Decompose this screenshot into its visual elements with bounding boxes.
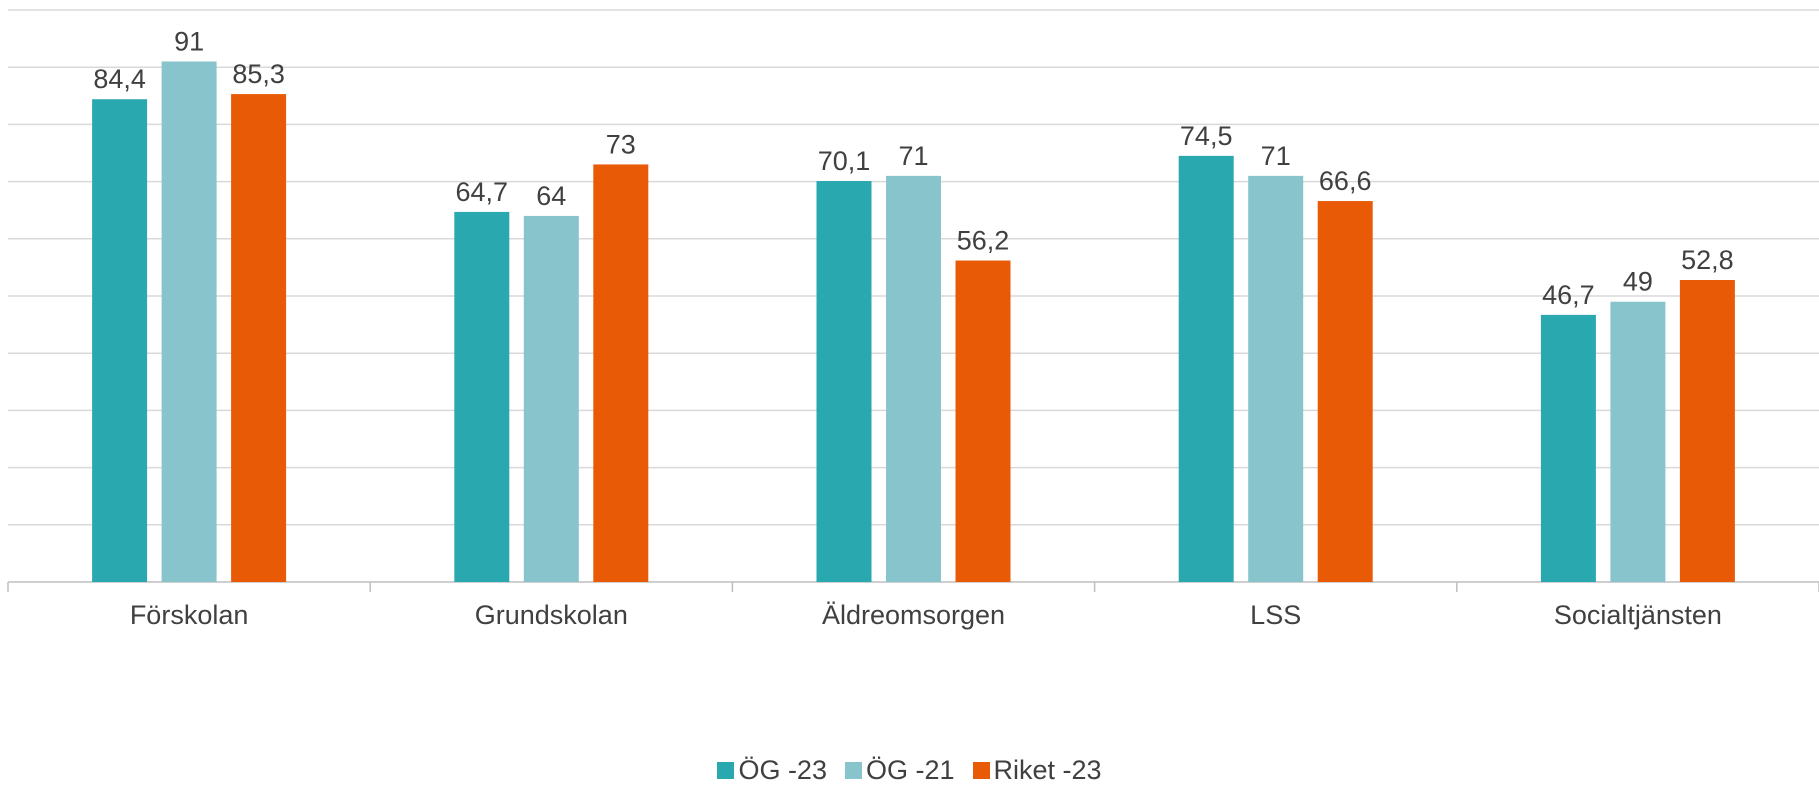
bar <box>523 215 579 583</box>
bar-value-label: 46,7 <box>1542 280 1595 310</box>
legend-label: ÖG -23 <box>738 755 827 785</box>
bar <box>92 99 148 583</box>
bar-value-label: 49 <box>1623 267 1653 297</box>
legend: ÖG -23 ÖG -21 Riket -23 <box>0 755 1819 786</box>
bar-value-label: 84,4 <box>93 64 146 94</box>
bar-value-label: 64,7 <box>456 177 509 207</box>
bar <box>161 61 217 583</box>
bar <box>1540 314 1596 582</box>
bar <box>816 181 872 582</box>
bar-value-label: 64 <box>536 181 566 211</box>
bar-chart: 84,4 91 85,3 64,7 64 73 70,1 71 56,2 74,5 71 66,6 46… <box>7 9 1819 630</box>
bar-value-label: 73 <box>606 129 636 159</box>
bar-value-label: 85,3 <box>232 59 285 89</box>
legend-item: ÖG -21 <box>844 755 955 786</box>
legend-swatch <box>972 762 990 779</box>
bar-value-label: 52,8 <box>1681 245 1734 275</box>
bar <box>955 260 1011 582</box>
bar-value-label: 70,1 <box>818 146 871 176</box>
data-labels: 84,4 91 85,3 64,7 64 73 70,1 71 56,2 74,5 71 66,6 46… <box>93 26 1733 309</box>
bar <box>886 175 941 582</box>
bar-value-label: 91 <box>174 26 204 56</box>
bar <box>1679 279 1735 582</box>
bar-value-label: 74,5 <box>1180 121 1233 151</box>
legend-item: ÖG -23 <box>717 755 827 786</box>
x-tick-label: Grundskolan <box>475 600 628 630</box>
x-tick-label: LSS <box>1250 600 1301 630</box>
bar <box>454 211 510 582</box>
bar <box>1317 201 1373 582</box>
legend-swatch <box>717 762 735 779</box>
bar-value-label: 66,6 <box>1319 166 1372 196</box>
legend-label: Riket -23 <box>993 755 1102 785</box>
bars <box>92 61 1735 583</box>
x-tick-label: Socialtjänsten <box>1554 600 1722 630</box>
bar <box>1178 155 1234 583</box>
x-tick-label: Äldreomsorgen <box>822 600 1005 630</box>
x-tick-label: Förskolan <box>130 600 249 630</box>
bar-value-label: 71 <box>1261 141 1291 171</box>
bar-value-label: 56,2 <box>957 226 1010 256</box>
legend-item: Riket -23 <box>972 755 1102 786</box>
legend-swatch <box>844 762 862 779</box>
bar <box>1248 175 1304 582</box>
bar <box>593 164 649 582</box>
legend-label: ÖG -21 <box>865 755 955 785</box>
x-axis: Förskolan Grundskolan Äldreomsorgen LSS Soci… <box>7 582 1819 630</box>
bar-value-label: 71 <box>898 141 928 171</box>
bar <box>1610 301 1666 582</box>
bar <box>231 94 287 583</box>
